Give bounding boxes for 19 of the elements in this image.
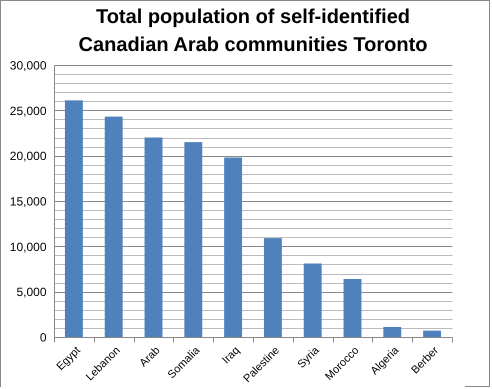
chart-title: Total population of self-identified Canadian Arab communities Toronto bbox=[78, 6, 428, 56]
bar bbox=[383, 327, 402, 337]
bar bbox=[104, 116, 123, 337]
bar bbox=[264, 238, 282, 337]
bar bbox=[224, 157, 242, 337]
y-tick-label: 30,000 bbox=[10, 58, 47, 72]
bar bbox=[304, 264, 322, 337]
y-tick-label: 25,000 bbox=[10, 104, 47, 118]
y-tick-label: 5,000 bbox=[16, 285, 47, 300]
y-tick-label: 20,000 bbox=[10, 149, 47, 164]
y-tick-label: 15,000 bbox=[10, 194, 47, 208]
bar bbox=[423, 330, 442, 337]
x-tick-label: Iraq bbox=[220, 344, 242, 366]
y-tick-label: 10,000 bbox=[10, 240, 47, 254]
y-tick-label: 0 bbox=[40, 330, 47, 344]
bar bbox=[64, 100, 83, 337]
bar bbox=[144, 138, 162, 337]
bar bbox=[184, 142, 202, 337]
bar bbox=[344, 278, 362, 337]
